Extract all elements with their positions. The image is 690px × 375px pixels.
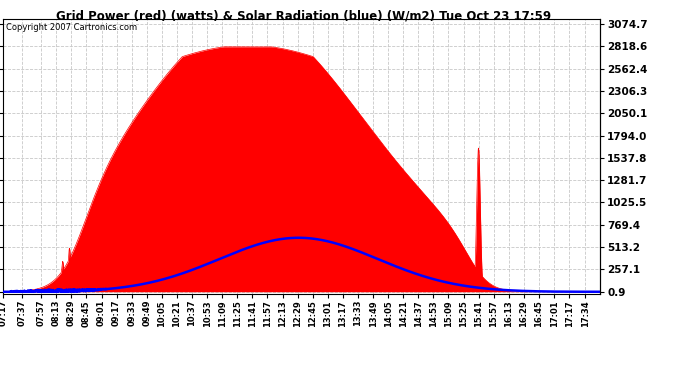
Text: Copyright 2007 Cartronics.com: Copyright 2007 Cartronics.com [6, 23, 137, 32]
Text: Grid Power (red) (watts) & Solar Radiation (blue) (W/m2) Tue Oct 23 17:59: Grid Power (red) (watts) & Solar Radiati… [56, 9, 551, 22]
